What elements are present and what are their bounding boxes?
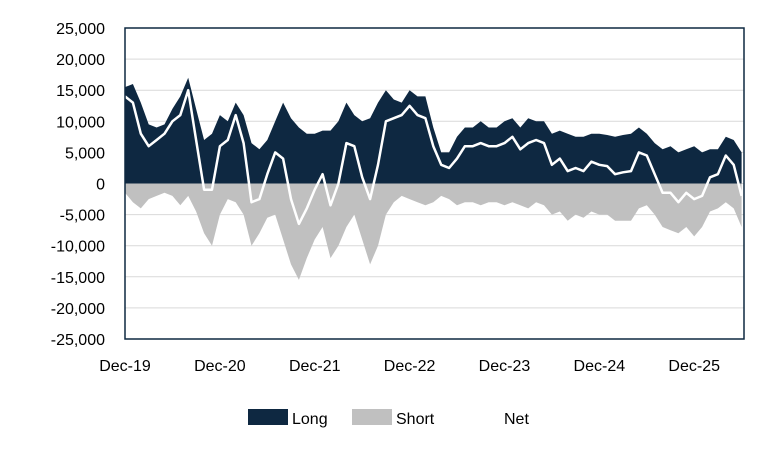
y-tick-label-8: -15,000 — [51, 270, 105, 287]
long-area — [125, 77, 742, 184]
y-tick-label-2: 15,000 — [56, 83, 105, 100]
legend-swatch-long — [248, 409, 288, 425]
legend-swatch-net — [460, 409, 500, 425]
x-tick-label-2: Dec-21 — [289, 358, 341, 375]
x-tick-label-0: Dec-19 — [99, 358, 151, 375]
x-tick-label-6: Dec-25 — [668, 358, 720, 375]
y-tick-label-6: -5,000 — [60, 208, 105, 225]
plot-frame — [124, 27, 745, 340]
legend-label-net: Net — [504, 411, 529, 428]
legend-label-long: Long — [292, 411, 328, 428]
net-line — [124, 88, 743, 226]
x-tick-label-1: Dec-20 — [194, 358, 246, 375]
series-lines — [124, 88, 743, 226]
legend-label-short: Short — [396, 411, 435, 428]
legend: Long Short Net — [248, 409, 529, 428]
short-area — [125, 183, 742, 280]
x-axis-tick-labels: Dec-19 Dec-20 Dec-21 Dec-22 Dec-23 Dec-24 Dec-… — [99, 358, 720, 375]
y-tick-label-4: 5,000 — [65, 145, 105, 162]
y-axis-tick-labels: 25,000 20,000 15,000 10,000 5,000 0 -5,000 -10,… — [51, 21, 105, 349]
y-tick-label-9: -20,000 — [51, 301, 105, 318]
y-tick-label-10: -25,000 — [51, 332, 105, 349]
legend-swatch-short — [352, 409, 392, 425]
y-tick-label-7: -10,000 — [51, 239, 105, 256]
x-tick-label-5: Dec-24 — [574, 358, 626, 375]
y-tick-label-3: 10,000 — [56, 114, 105, 131]
series-areas — [125, 77, 742, 280]
x-tick-label-3: Dec-22 — [384, 358, 436, 375]
y-tick-label-0: 25,000 — [56, 21, 105, 38]
y-tick-label-1: 20,000 — [56, 52, 105, 69]
y-tick-label-5: 0 — [96, 177, 105, 194]
x-tick-label-4: Dec-23 — [479, 358, 531, 375]
